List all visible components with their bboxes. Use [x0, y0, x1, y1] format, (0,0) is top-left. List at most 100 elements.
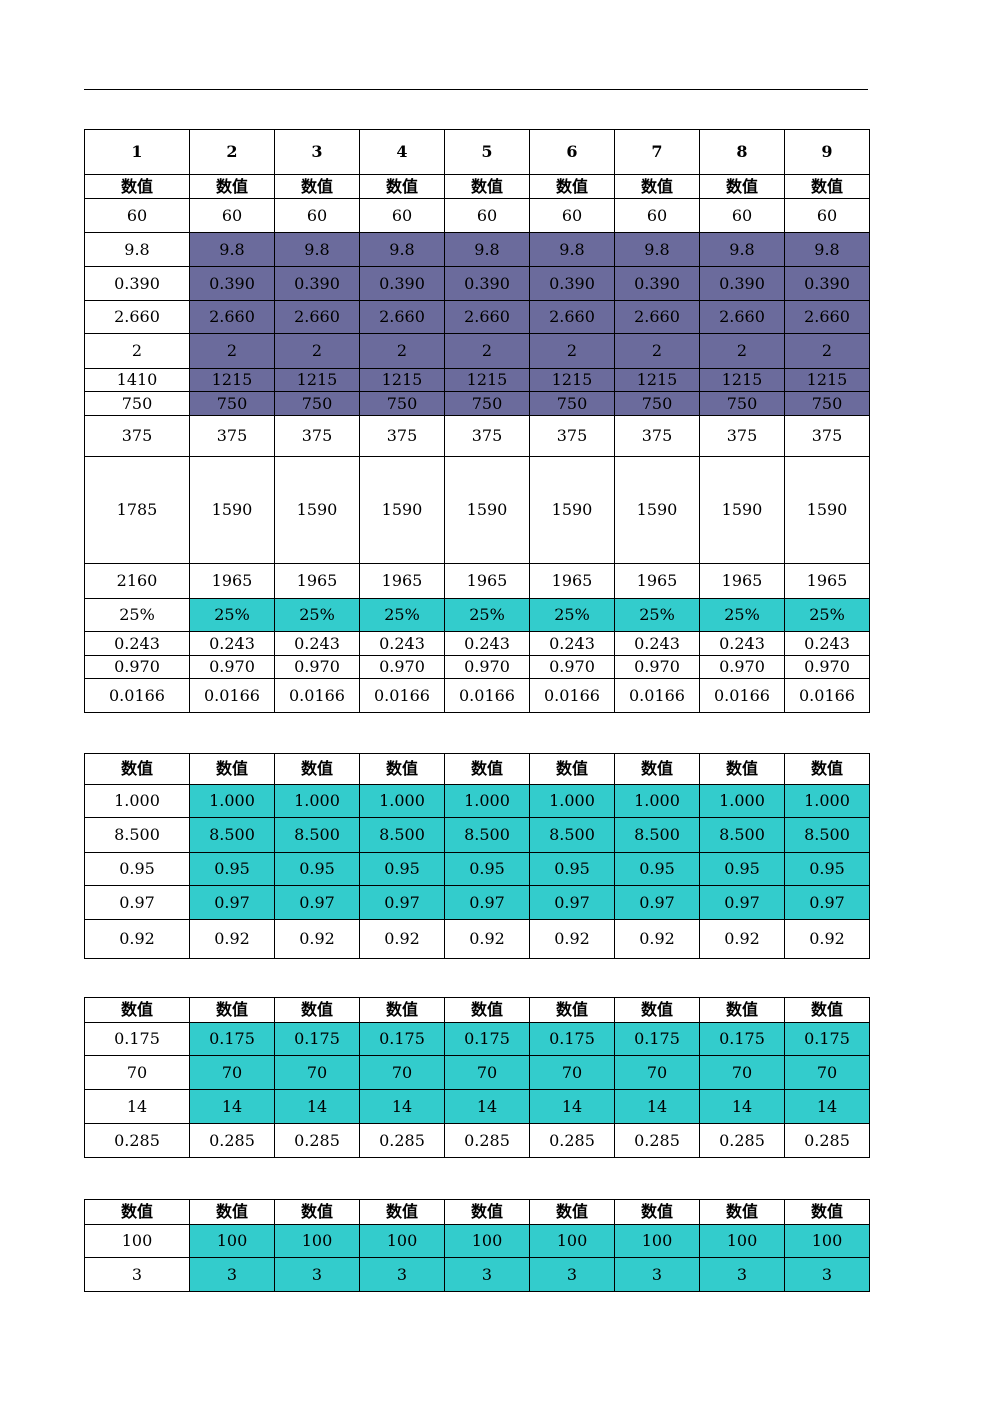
table-cell: 1590: [529, 456, 615, 564]
table-cell: 0.390: [529, 266, 615, 301]
table-cell: 0.243: [614, 631, 700, 656]
table-cell: 14: [529, 1089, 615, 1124]
table-cell: 0.95: [189, 852, 275, 886]
table-cell: 0.0166: [444, 678, 530, 713]
table-cell: 70: [274, 1055, 360, 1090]
table-cell: 1215: [444, 368, 530, 392]
table-cell: 14: [359, 1089, 445, 1124]
table-cell: 0.243: [699, 631, 785, 656]
table-row: 14 14 14 14 14 14 14 14 14: [84, 1089, 870, 1124]
table-cell: 0.0166: [529, 678, 615, 713]
table-cell: 数值: [359, 753, 445, 785]
table-cell: 375: [614, 415, 700, 457]
table-row: 数值 数值 数值 数值 数值 数值 数值 数值 数值: [84, 753, 870, 785]
table-cell: 0.0166: [359, 678, 445, 713]
table-cell: 0.970: [444, 655, 530, 679]
table-cell: 0.95: [274, 852, 360, 886]
table-cell: 375: [84, 415, 190, 457]
table-cell: 数值: [189, 1199, 275, 1225]
table-cell: 9: [784, 129, 870, 175]
table-cell: 0.95: [359, 852, 445, 886]
table-cell: 2.660: [444, 300, 530, 334]
table-cell: 0.175: [784, 1022, 870, 1056]
table-cell: 750: [784, 391, 870, 416]
table-cell: 0.95: [784, 852, 870, 886]
table-cell: 0.285: [444, 1123, 530, 1158]
table-cell: 0.390: [84, 266, 190, 301]
table-cell: 60: [699, 198, 785, 233]
table-cell: 8.500: [529, 817, 615, 853]
table-cell: 60: [189, 198, 275, 233]
table-cell: 2: [359, 333, 445, 369]
table-row: 70 70 70 70 70 70 70 70 70: [84, 1055, 870, 1090]
table-cell: 100: [274, 1224, 360, 1258]
table-cell: 0.175: [359, 1022, 445, 1056]
table-cell: 0.175: [529, 1022, 615, 1056]
table-cell: 0.285: [784, 1123, 870, 1158]
table-cell: 数值: [784, 174, 870, 199]
table-cell: 2.660: [614, 300, 700, 334]
table-row: 1.000 1.000 1.000 1.000 1.000 1.000 1.000 1.000…: [84, 784, 870, 818]
table-cell: 8.500: [614, 817, 700, 853]
table-cell: 数值: [699, 174, 785, 199]
table-row: 数值 数值 数值 数值 数值 数值 数值 数值 数值: [84, 1199, 870, 1225]
table-cell: 100: [84, 1224, 190, 1258]
table-row: 0.243 0.243 0.243 0.243 0.243 0.243 0.243 0.243…: [84, 631, 870, 656]
table-cell: 0.285: [189, 1123, 275, 1158]
table-row: 1410 1215 1215 1215 1215 1215 1215 1215 1215: [84, 368, 870, 392]
table-cell: 数值: [444, 1199, 530, 1225]
table-cell: 60: [274, 198, 360, 233]
table-row: 25% 25% 25% 25% 25% 25% 25% 25% 25%: [84, 598, 870, 632]
table-cell: 1410: [84, 368, 190, 392]
table-cell: 375: [189, 415, 275, 457]
table-cell: 25%: [444, 598, 530, 632]
table-cell: 1215: [529, 368, 615, 392]
table-cell: 9.8: [274, 232, 360, 267]
table-cell: 750: [444, 391, 530, 416]
table-cell: 0.285: [699, 1123, 785, 1158]
table-row: 0.175 0.175 0.175 0.175 0.175 0.175 0.175 0.175…: [84, 1022, 870, 1056]
table-cell: 数值: [784, 1199, 870, 1225]
table-cell: 数值: [529, 1199, 615, 1225]
table-cell: 0.285: [359, 1123, 445, 1158]
table-row: 0.970 0.970 0.970 0.970 0.970 0.970 0.970 0.970…: [84, 655, 870, 679]
table-cell: 100: [529, 1224, 615, 1258]
table-cell: 70: [529, 1055, 615, 1090]
table-cell: 0.970: [189, 655, 275, 679]
table-cell: 1590: [359, 456, 445, 564]
table-cell: 数值: [359, 997, 445, 1023]
table-cell: 0.970: [614, 655, 700, 679]
table-cell: 8.500: [784, 817, 870, 853]
table-cell: 9.8: [784, 232, 870, 267]
table-cell: 9.8: [699, 232, 785, 267]
table-cell: 9.8: [444, 232, 530, 267]
table-cell: 1215: [189, 368, 275, 392]
table-cell: 375: [699, 415, 785, 457]
table-cell: 0.95: [84, 852, 190, 886]
table-cell: 数值: [84, 997, 190, 1023]
table-cell: 2160: [84, 563, 190, 599]
table-cell: 100: [699, 1224, 785, 1258]
table-cell: 750: [614, 391, 700, 416]
table-cell: 数值: [529, 753, 615, 785]
table-cell: 数值: [614, 1199, 700, 1225]
table-cell: 8: [699, 129, 785, 175]
table-cell: 0.285: [529, 1123, 615, 1158]
table-cell: 375: [359, 415, 445, 457]
table-cell: 25%: [614, 598, 700, 632]
table-cell: 0.97: [274, 885, 360, 920]
table-cell: 0.970: [699, 655, 785, 679]
table-cell: 2: [189, 333, 275, 369]
table-cell: 1215: [614, 368, 700, 392]
table-cell: 1590: [614, 456, 700, 564]
table-cell: 0.175: [189, 1022, 275, 1056]
table-row: 0.95 0.95 0.95 0.95 0.95 0.95 0.95 0.95 0.95: [84, 852, 870, 886]
table-cell: 1965: [614, 563, 700, 599]
table-cell: 4: [359, 129, 445, 175]
table-cell: 0.390: [614, 266, 700, 301]
table-cell: 100: [189, 1224, 275, 1258]
table-cell: 0.175: [444, 1022, 530, 1056]
table-cell: 0.175: [699, 1022, 785, 1056]
table-row: 0.0166 0.0166 0.0166 0.0166 0.0166 0.0166 0.01…: [84, 678, 870, 713]
table-cell: 9.8: [189, 232, 275, 267]
